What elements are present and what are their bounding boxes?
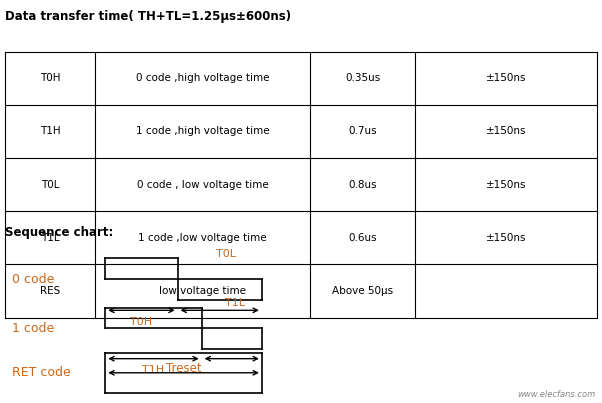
Text: T0H: T0H bbox=[131, 317, 152, 326]
Text: Data transfer time( TH+TL=1.25μs±600ns): Data transfer time( TH+TL=1.25μs±600ns) bbox=[5, 10, 291, 23]
Text: RES: RES bbox=[40, 286, 60, 296]
Text: 0.8us: 0.8us bbox=[348, 180, 377, 189]
Text: 1 code: 1 code bbox=[12, 322, 54, 335]
Text: 0.35us: 0.35us bbox=[345, 73, 380, 83]
Text: T1H: T1H bbox=[40, 127, 60, 136]
Text: 1 code ,low voltage time: 1 code ,low voltage time bbox=[138, 233, 267, 243]
Text: 1 code ,high voltage time: 1 code ,high voltage time bbox=[135, 127, 269, 136]
Text: low voltage time: low voltage time bbox=[159, 286, 246, 296]
Text: www.elecfans.com: www.elecfans.com bbox=[518, 390, 596, 399]
Text: ±150ns: ±150ns bbox=[486, 180, 526, 189]
Text: ±150ns: ±150ns bbox=[486, 233, 526, 243]
Text: 0.7us: 0.7us bbox=[348, 127, 377, 136]
Text: 0 code , low voltage time: 0 code , low voltage time bbox=[137, 180, 268, 189]
Text: T1L: T1L bbox=[225, 299, 245, 308]
Text: T0L: T0L bbox=[41, 180, 59, 189]
Text: Above 50μs: Above 50μs bbox=[332, 286, 393, 296]
Text: T1H: T1H bbox=[143, 365, 164, 375]
Text: T0L: T0L bbox=[216, 249, 236, 259]
Text: T1L: T1L bbox=[41, 233, 60, 243]
Text: 0 code: 0 code bbox=[12, 272, 54, 286]
Text: ±150ns: ±150ns bbox=[486, 73, 526, 83]
Text: Treset: Treset bbox=[166, 362, 202, 375]
Text: 0.6us: 0.6us bbox=[348, 233, 377, 243]
Text: RET code: RET code bbox=[12, 366, 71, 379]
Text: T0H: T0H bbox=[40, 73, 60, 83]
Text: Sequence chart:: Sequence chart: bbox=[5, 226, 113, 239]
Text: ±150ns: ±150ns bbox=[486, 127, 526, 136]
Text: 0 code ,high voltage time: 0 code ,high voltage time bbox=[135, 73, 269, 83]
